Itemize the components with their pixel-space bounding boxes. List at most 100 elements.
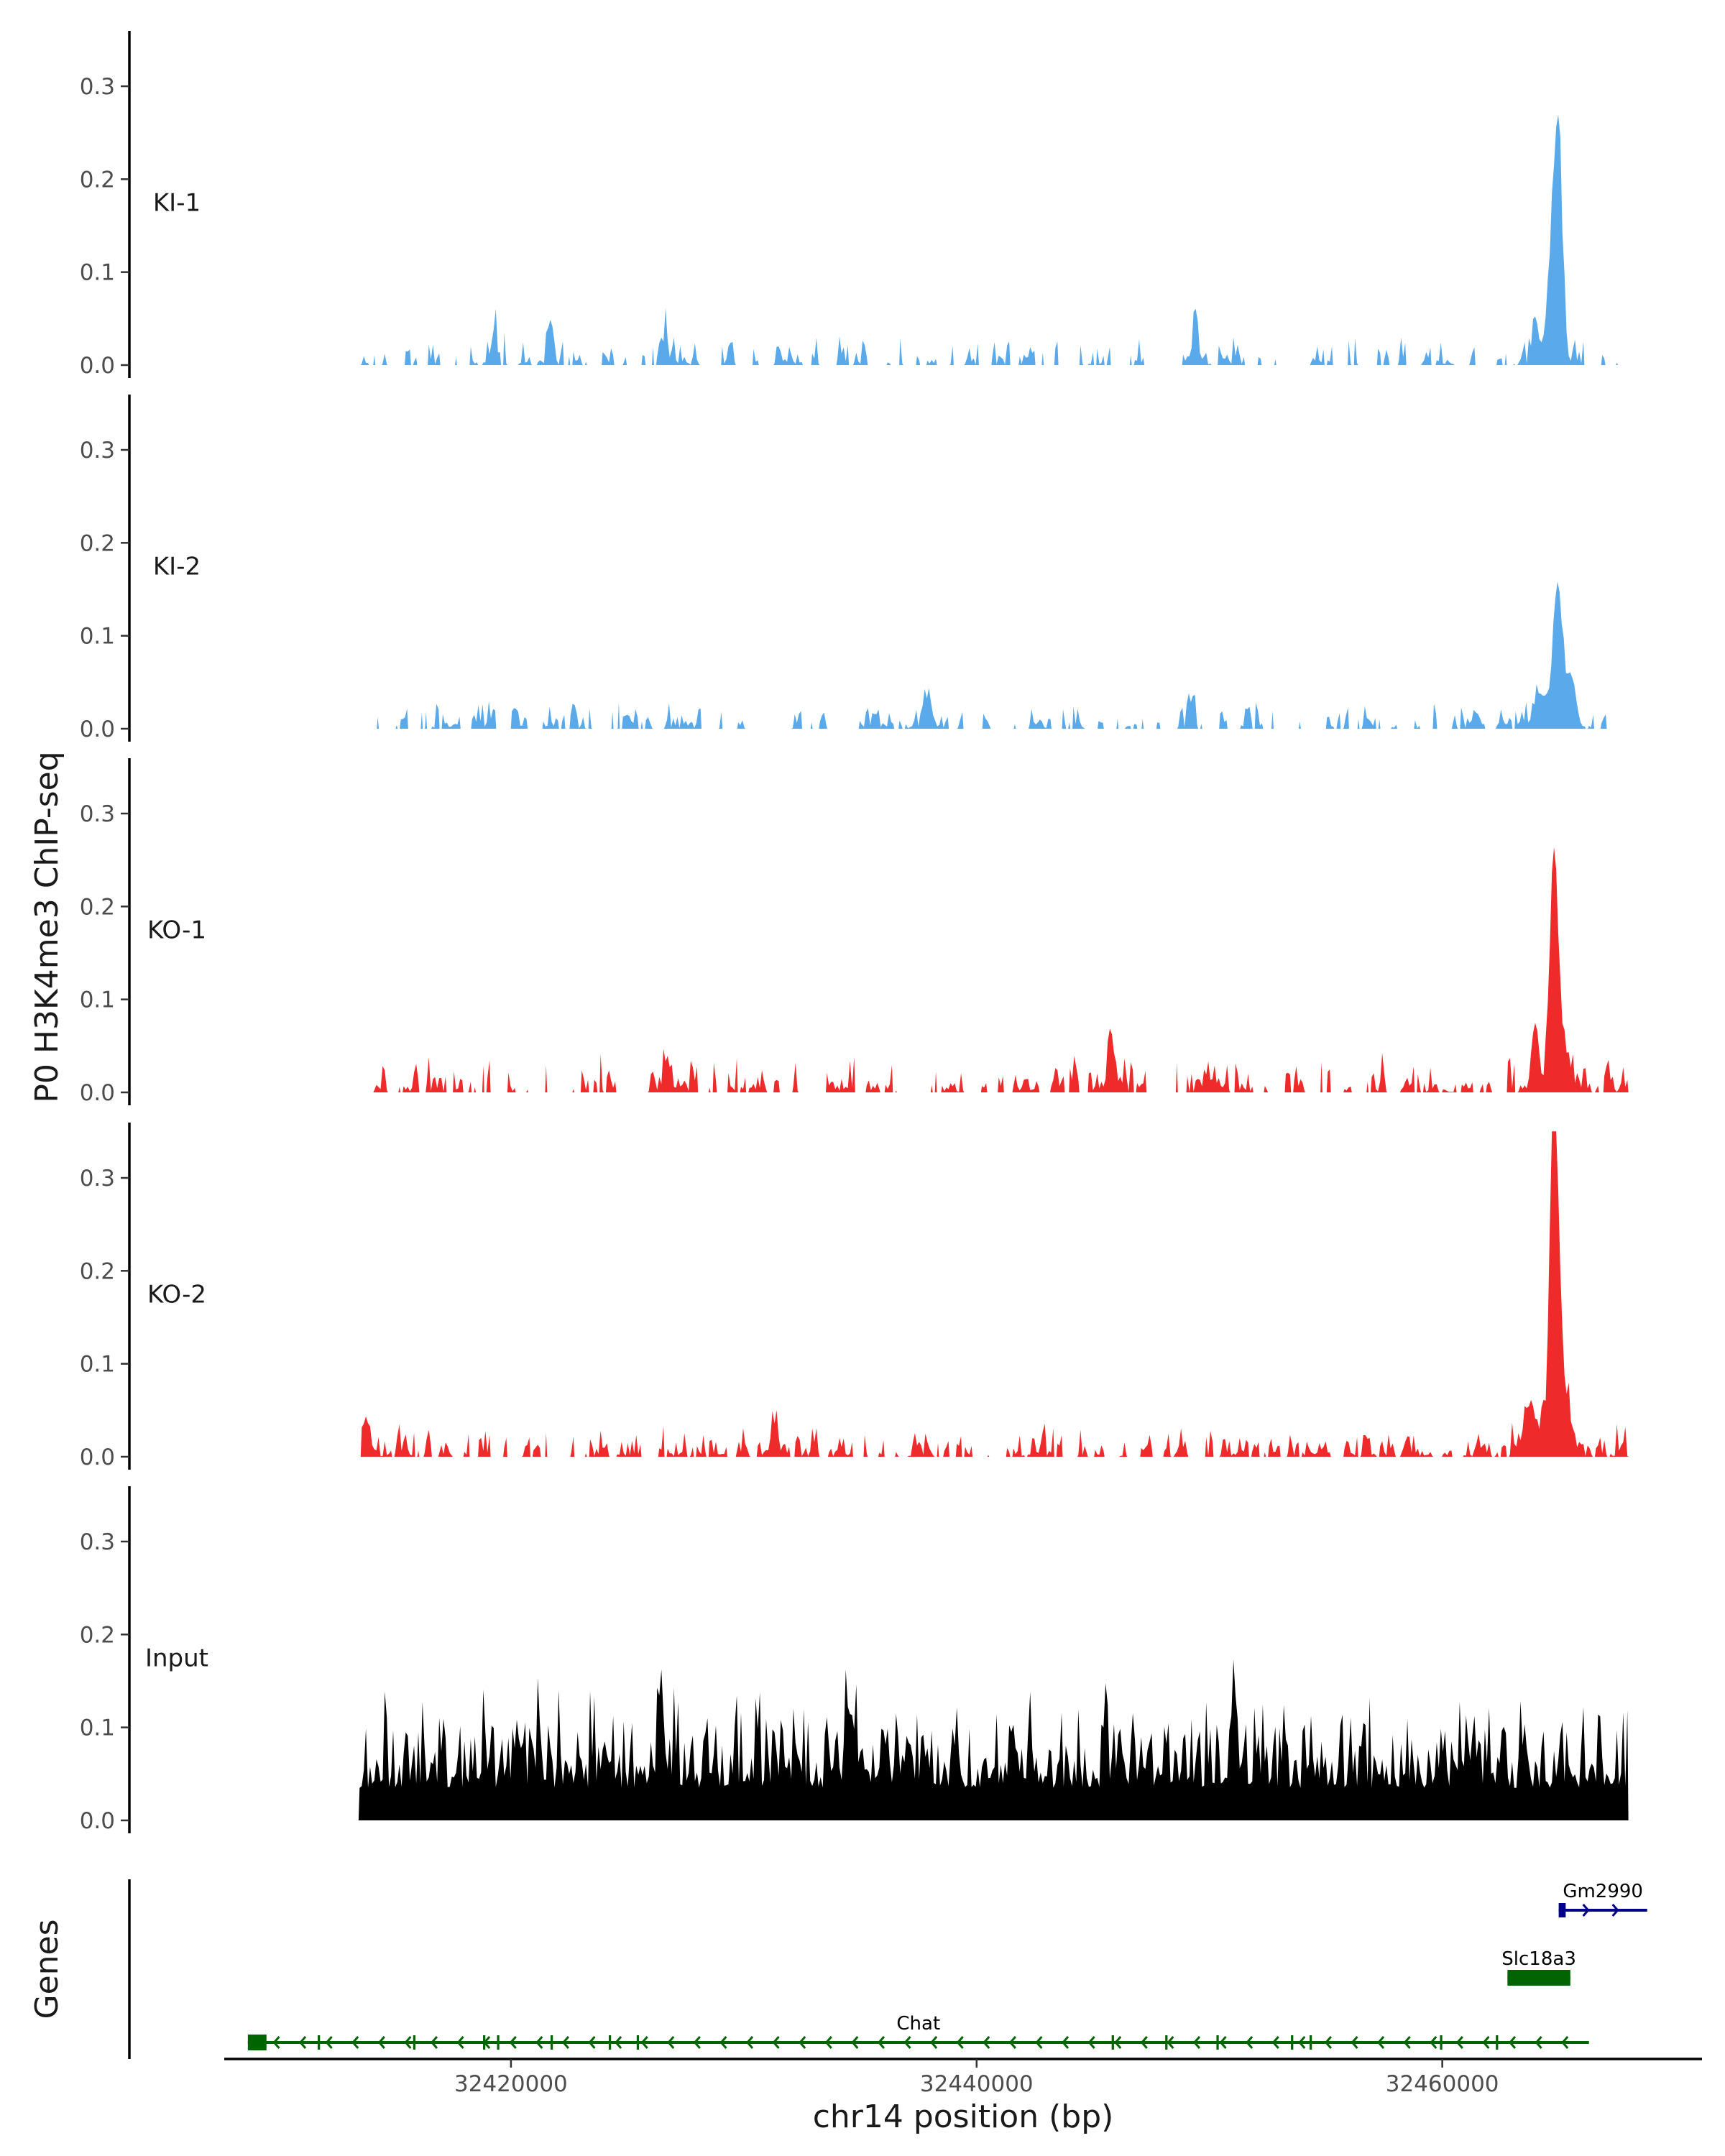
coverage-area — [1054, 341, 1059, 365]
coverage-area — [1096, 349, 1105, 365]
coverage-area — [858, 708, 895, 729]
coverage-area — [899, 338, 903, 365]
coverage-area — [712, 1062, 717, 1092]
coverage-area — [545, 1065, 548, 1092]
coverage-area — [955, 1436, 962, 1457]
coverage-area — [400, 708, 408, 729]
coverage-area — [1234, 1063, 1254, 1092]
coverage-area — [1422, 1067, 1440, 1092]
coverage-area — [1399, 1066, 1415, 1092]
coverage-area — [895, 1452, 900, 1457]
coverage-area — [1397, 337, 1407, 365]
panel-ki-2: 0.0 0.1 0.2 0.3 KI-2 — [80, 395, 1607, 742]
coverage-area — [1357, 719, 1360, 729]
coverage-area — [1087, 1028, 1134, 1092]
strand-arrow — [1246, 2036, 1254, 2049]
coverage-area — [791, 711, 802, 729]
track-label: Input — [145, 1644, 208, 1673]
strand-arrow — [1167, 2036, 1174, 2049]
coverage-area — [735, 1428, 751, 1457]
coverage-area — [1218, 337, 1246, 365]
coverage-area — [836, 336, 850, 365]
y-tick-label: 0.2 — [80, 530, 115, 556]
y-tick-label: 0.3 — [80, 1529, 115, 1555]
strand-arrow — [1430, 2036, 1438, 2049]
strand-arrow — [719, 2036, 727, 2049]
coverage-area — [943, 1441, 949, 1457]
coverage-area — [794, 1428, 820, 1457]
coverage-area — [895, 1091, 898, 1092]
coverage-area — [360, 1416, 392, 1457]
coverage-area — [1186, 1061, 1230, 1092]
y-tick-label: 0.0 — [80, 353, 115, 379]
coverage-area — [425, 711, 428, 729]
coverage-area — [1012, 1435, 1025, 1457]
coverage-area — [1460, 707, 1486, 729]
coverage-area — [463, 1434, 470, 1457]
x-tick-label: 32440000 — [920, 2071, 1034, 2097]
y-tick-label: 0.1 — [80, 624, 115, 650]
strand-arrow — [1008, 2036, 1016, 2049]
coverage-area — [1500, 1445, 1507, 1457]
strand-arrow — [1192, 2036, 1201, 2049]
gene-exon — [483, 2035, 486, 2050]
coverage-area — [1156, 722, 1161, 729]
coverage-area — [1603, 1059, 1629, 1092]
coverage-area — [1264, 1452, 1266, 1457]
coverage-area — [1200, 724, 1202, 729]
coverage-area — [964, 343, 979, 365]
coverage-area — [611, 711, 614, 729]
coverage-area — [998, 1076, 1004, 1092]
coverage-area — [898, 720, 903, 729]
coverage-area — [568, 356, 571, 365]
y-axis-title: P0 H3K4me3 ChIP-seq — [29, 751, 65, 1102]
coverage-area — [569, 704, 586, 729]
gene-exon — [1111, 2035, 1114, 2050]
coverage-area — [1125, 726, 1131, 729]
coverage-area — [526, 1089, 528, 1092]
coverage-area — [1517, 114, 1585, 365]
coverage-area — [1119, 1442, 1128, 1457]
coverage-area — [991, 341, 1011, 365]
coverage-area — [810, 722, 813, 729]
strand-arrow — [430, 2036, 438, 2049]
y-tick-label: 0.0 — [80, 717, 115, 742]
coverage-area — [878, 1439, 885, 1457]
coverage-area — [1310, 346, 1325, 365]
gene-exon — [1310, 2035, 1312, 2050]
coverage-area — [1601, 355, 1606, 365]
coverage-area — [1133, 338, 1145, 365]
coverage-area — [863, 1434, 868, 1457]
coverage-area — [1348, 340, 1352, 365]
coverage-area — [599, 1054, 604, 1092]
coverage-area — [656, 308, 701, 365]
coverage-area — [1274, 359, 1276, 365]
coverage-area — [926, 359, 937, 365]
gene-exon — [550, 2035, 553, 2050]
strand-arrow — [1377, 2036, 1385, 2049]
strand-arrow — [1351, 2036, 1358, 2049]
coverage-area — [467, 1082, 472, 1092]
coverage-area — [469, 346, 479, 365]
coverage-area — [1133, 724, 1138, 729]
coverage-area — [423, 1429, 432, 1457]
strand-arrow — [693, 2036, 701, 2049]
coverage-area — [1136, 1071, 1147, 1092]
coverage-area — [652, 347, 654, 365]
strand-arrow — [1611, 1904, 1619, 1917]
coverage-area — [1287, 1434, 1300, 1457]
strand-arrow — [772, 2036, 780, 2049]
coverage-area — [1326, 346, 1333, 365]
coverage-area — [1271, 711, 1274, 729]
coverage-area — [588, 708, 593, 729]
coverage-area — [542, 706, 559, 729]
coverage-area — [1421, 347, 1432, 365]
coverage-area — [1026, 1424, 1054, 1457]
coverage-area — [737, 720, 746, 729]
coverage-area — [503, 1437, 507, 1457]
coverage-area — [1442, 1084, 1457, 1092]
coverage-area — [602, 348, 615, 365]
coverage-area — [1326, 1069, 1331, 1092]
coverage-area — [884, 1065, 893, 1092]
